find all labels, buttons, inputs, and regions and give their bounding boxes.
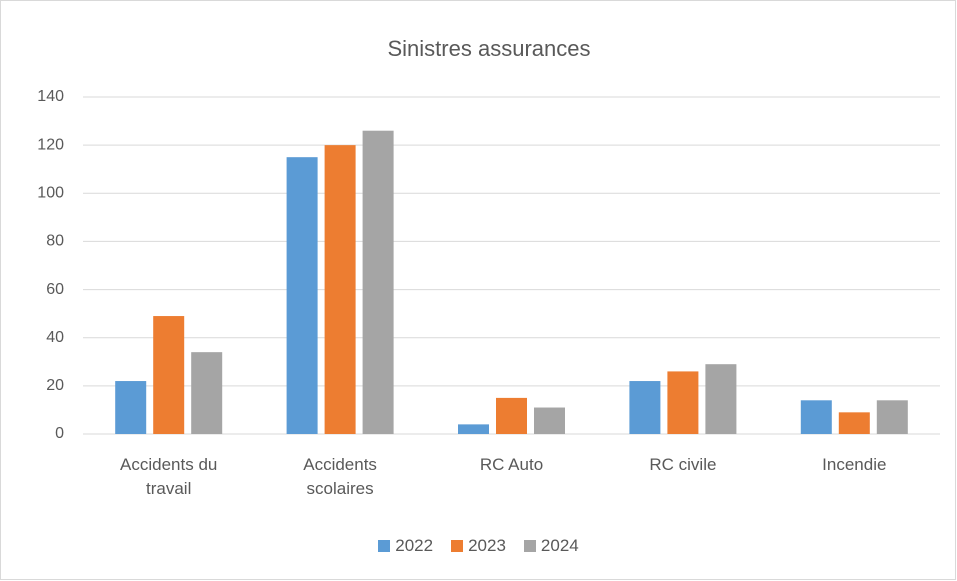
x-tick-label: RC Auto bbox=[479, 455, 544, 474]
bar bbox=[153, 316, 185, 434]
x-tick-label: RC civile bbox=[649, 455, 717, 474]
bar bbox=[534, 407, 565, 434]
legend-swatch bbox=[523, 540, 536, 552]
legend: 2022 2023 2024 bbox=[0, 536, 957, 556]
legend-label: 2023 bbox=[468, 536, 506, 555]
bar bbox=[458, 424, 489, 434]
legend-swatch bbox=[451, 540, 464, 552]
bar bbox=[362, 130, 394, 434]
y-tick-label: 100 bbox=[37, 185, 64, 202]
bar bbox=[667, 371, 699, 434]
chart-title: Sinistres assurances bbox=[388, 36, 591, 61]
legend-item: 2023 bbox=[451, 536, 506, 556]
bar bbox=[629, 381, 661, 434]
bar bbox=[286, 157, 318, 434]
bar bbox=[876, 400, 908, 434]
bar bbox=[705, 364, 737, 434]
legend-label: 2024 bbox=[540, 536, 579, 555]
bar bbox=[324, 145, 356, 434]
x-tick-label: Incendie bbox=[822, 455, 887, 474]
bar bbox=[496, 397, 527, 434]
y-tick-label: 40 bbox=[46, 329, 64, 346]
x-tick-label: Accidents scolaires bbox=[303, 455, 377, 498]
y-tick-label: 80 bbox=[46, 233, 64, 250]
bar bbox=[800, 400, 832, 434]
y-tick-label: 20 bbox=[46, 377, 64, 394]
y-tick-label: 140 bbox=[37, 88, 64, 105]
y-tick-label: 0 bbox=[55, 425, 64, 442]
bar bbox=[191, 352, 223, 434]
legend-item: 2024 bbox=[523, 536, 579, 556]
bar bbox=[838, 412, 870, 434]
y-tick-label: 60 bbox=[46, 281, 64, 298]
legend-label: 2022 bbox=[395, 536, 434, 555]
legend-item: 2022 bbox=[378, 536, 433, 556]
y-tick-label: 120 bbox=[37, 136, 64, 153]
legend-swatch bbox=[378, 540, 391, 552]
x-tick-label: Accidents du travail bbox=[120, 455, 218, 498]
bar bbox=[115, 381, 147, 434]
